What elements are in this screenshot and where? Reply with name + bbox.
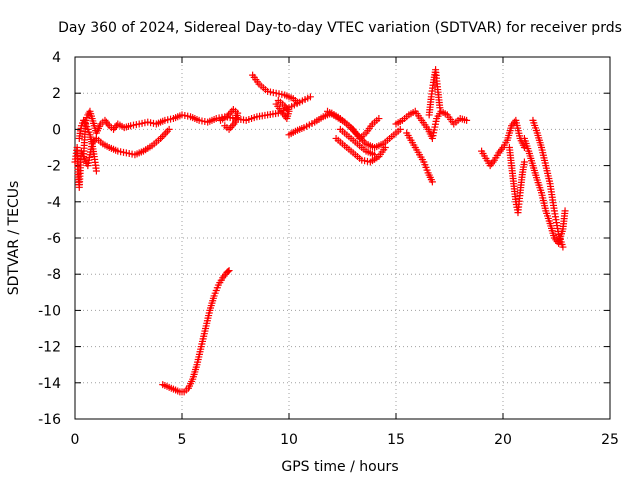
series-mid-drop [332, 134, 389, 166]
series-late-1 [478, 116, 528, 170]
y-tick-label: 4 [52, 50, 61, 66]
series-upper-arc [249, 71, 302, 106]
data-point [158, 133, 166, 141]
data-point [92, 167, 100, 175]
data-point [294, 98, 302, 106]
data-point [221, 122, 229, 130]
data-point [520, 158, 528, 166]
x-tick-label: 10 [280, 432, 298, 448]
series-loop-9 [272, 96, 293, 123]
y-tick-label: -12 [38, 340, 61, 356]
data-point [224, 267, 232, 275]
data-point [163, 127, 171, 135]
series-spike-17 [425, 66, 444, 119]
series-loop-7 [217, 105, 242, 133]
data-point [306, 93, 314, 101]
data-point [561, 207, 569, 215]
data-point [428, 178, 436, 186]
series-late-3 [520, 134, 569, 247]
data-point [162, 129, 170, 137]
series-late-2 [505, 144, 528, 217]
y-tick-labels: -16 -14 -12 -10 -8 -6 -4 -2 0 2 4 [38, 50, 61, 428]
series-branch-b [75, 116, 100, 175]
y-tick-label: 2 [52, 86, 61, 102]
chart-title: Day 360 of 2024, Sidereal Day-to-day VTE… [58, 20, 622, 36]
series-mid-loop [324, 107, 383, 142]
x-tick-label: 0 [71, 432, 80, 448]
series-fall-16 [403, 129, 436, 186]
data-point [436, 104, 444, 112]
grid [75, 57, 610, 419]
y-tick-label: -6 [47, 231, 61, 247]
x-axis-label: GPS time / hours [281, 459, 398, 475]
y-tick-label: 0 [52, 122, 61, 138]
data-point [160, 131, 168, 139]
x-tick-label: 20 [494, 432, 512, 448]
y-tick-label: -10 [38, 303, 61, 319]
x-tick-label: 15 [387, 432, 405, 448]
series-late-4 [529, 116, 567, 251]
y-tick-label: -14 [38, 376, 61, 392]
y-axis-label: SDTVAR / TECUs [6, 181, 22, 296]
x-tick-labels: 0 5 10 15 20 25 [71, 432, 619, 448]
y-tick-label: -2 [47, 159, 61, 175]
data-marks [71, 66, 569, 396]
data-point [396, 125, 404, 133]
data-point [371, 151, 379, 159]
y-tick-label: -8 [47, 267, 61, 283]
x-tick-label: 5 [178, 432, 187, 448]
data-point [375, 115, 383, 123]
series-mid-low [336, 125, 379, 159]
data-point [228, 122, 236, 130]
data-point [463, 116, 471, 124]
y-tick-label: -16 [38, 412, 61, 428]
data-point [165, 125, 173, 133]
series-fan-15 [392, 107, 471, 142]
data-point [272, 100, 280, 108]
axis-ticks [74, 56, 611, 420]
x-tick-label: 25 [601, 432, 619, 448]
data-point [381, 144, 389, 151]
data-point [225, 267, 233, 275]
y-tick-label: -4 [47, 195, 61, 211]
data-point [559, 243, 567, 251]
series-dip [159, 267, 233, 396]
